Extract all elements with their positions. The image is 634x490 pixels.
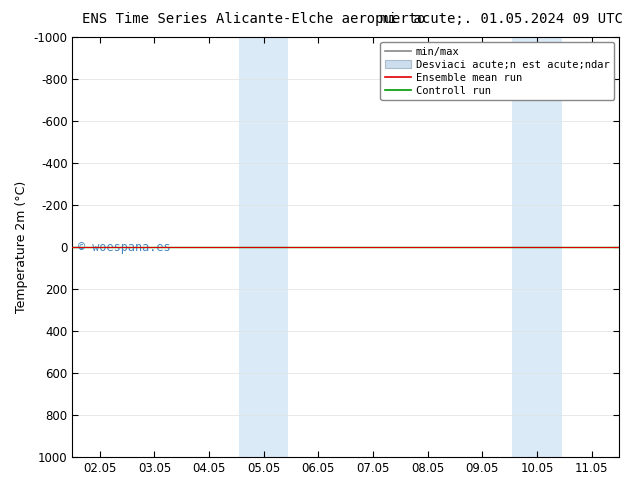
Y-axis label: Temperature 2m (°C): Temperature 2m (°C) (15, 181, 28, 313)
Text: mi  acute;. 01.05.2024 09 UTC: mi acute;. 01.05.2024 09 UTC (380, 12, 623, 26)
Bar (264, 37, 288, 457)
Legend: min/max, Desviaci acute;n est acute;ndar, Ensemble mean run, Controll run: min/max, Desviaci acute;n est acute;ndar… (380, 42, 614, 100)
Bar (239, 37, 264, 457)
Text: ENS Time Series Alicante-Elche aeropuerto: ENS Time Series Alicante-Elche aeropuert… (82, 12, 426, 26)
Text: © woespana.es: © woespana.es (78, 242, 171, 254)
Bar (512, 37, 537, 457)
Bar (537, 37, 562, 457)
